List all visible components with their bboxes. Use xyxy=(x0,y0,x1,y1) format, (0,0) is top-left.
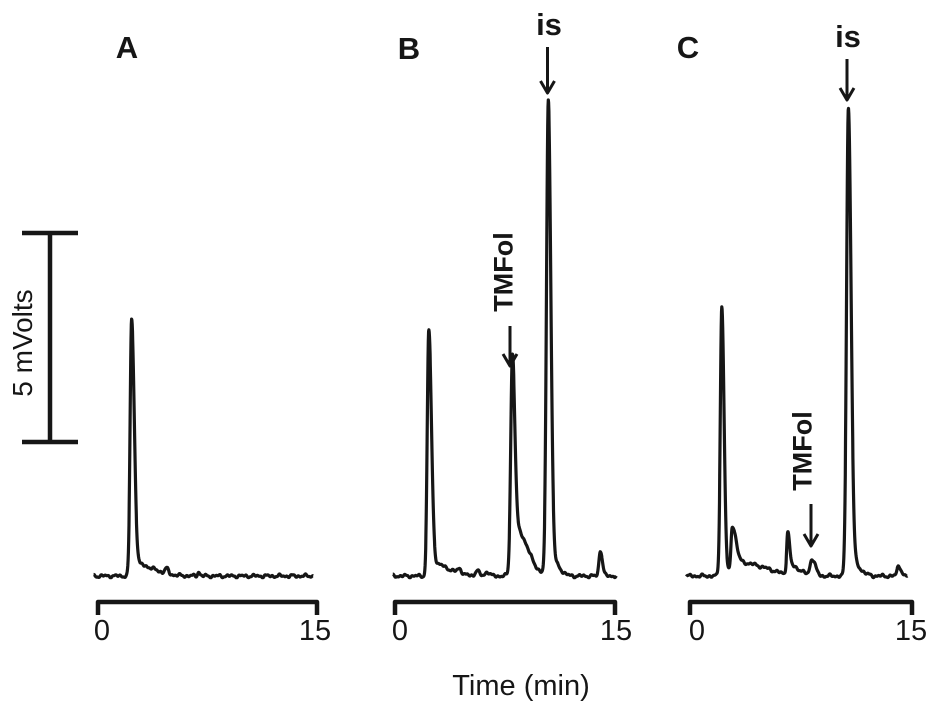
panel-letter-c: C xyxy=(676,30,700,65)
panel-letter-a: A xyxy=(115,30,139,65)
x-tick-max-a: 15 xyxy=(298,615,332,647)
trace-b xyxy=(391,98,618,580)
scale-bar xyxy=(22,230,78,445)
trace-c xyxy=(685,106,909,580)
x-tick-zero-c: 0 xyxy=(688,615,706,647)
x-tick-zero-b: 0 xyxy=(391,615,409,647)
is-arrow-c xyxy=(838,59,856,102)
x-tick-max-c: 15 xyxy=(894,615,928,647)
trace-a xyxy=(92,317,315,580)
panel-letter-b: B xyxy=(397,31,421,66)
is-annotation-c: is xyxy=(835,19,861,54)
is-annotation-b: is xyxy=(536,7,562,42)
tmfol-annotation-b: TMFol xyxy=(488,232,519,312)
x-tick-max-b: 15 xyxy=(599,615,633,647)
x-tick-zero-a: 0 xyxy=(93,615,111,647)
is-arrow-b xyxy=(539,47,556,95)
tmfol-arrow-b xyxy=(501,326,519,368)
tmfol-arrow-c xyxy=(802,504,820,548)
x-axis-title: Time (min) xyxy=(452,670,590,702)
scale-bar-label: 5 mVolts xyxy=(7,289,38,397)
x-axis-c xyxy=(687,599,915,615)
tmfol-annotation-c: TMFol xyxy=(787,411,818,491)
x-axis-b xyxy=(392,599,618,615)
x-axis-a xyxy=(95,599,320,615)
